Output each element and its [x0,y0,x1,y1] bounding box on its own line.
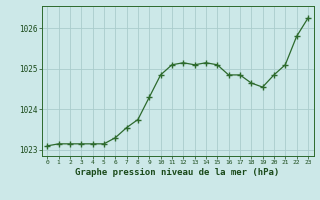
X-axis label: Graphe pression niveau de la mer (hPa): Graphe pression niveau de la mer (hPa) [76,168,280,177]
